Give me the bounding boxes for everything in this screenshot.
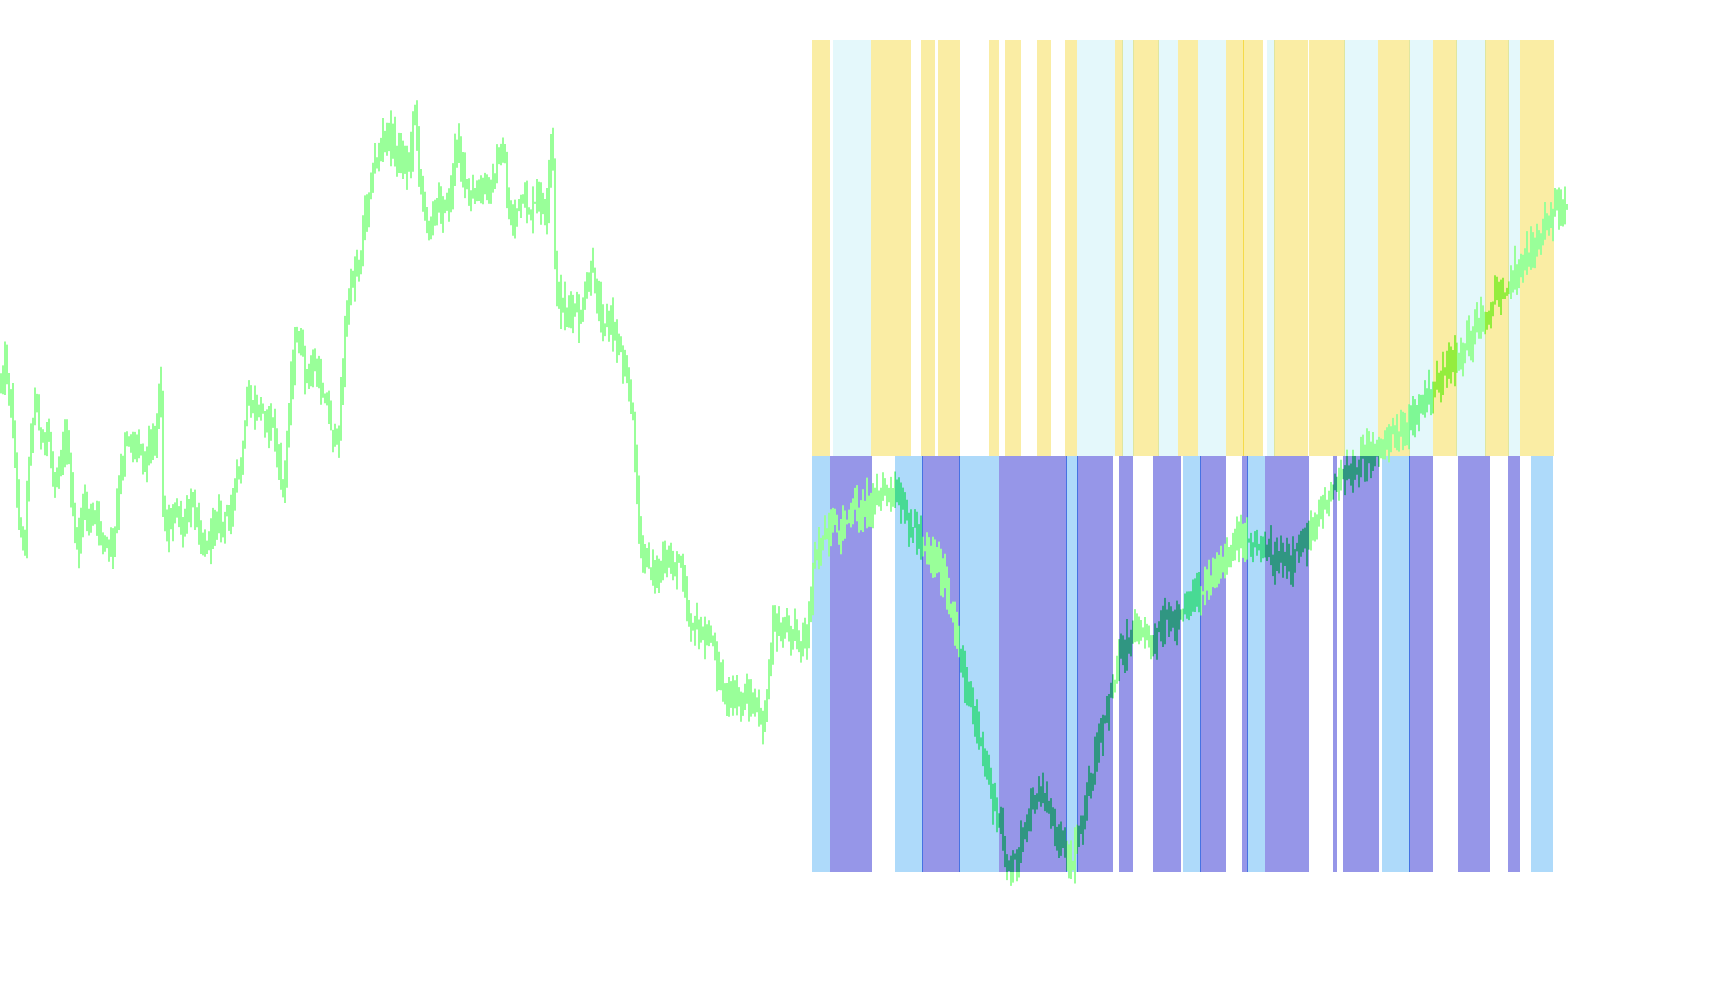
upper-signal-band [812,40,1554,456]
price-bar-series [0,100,1568,886]
lower-signal-band [812,456,1553,872]
